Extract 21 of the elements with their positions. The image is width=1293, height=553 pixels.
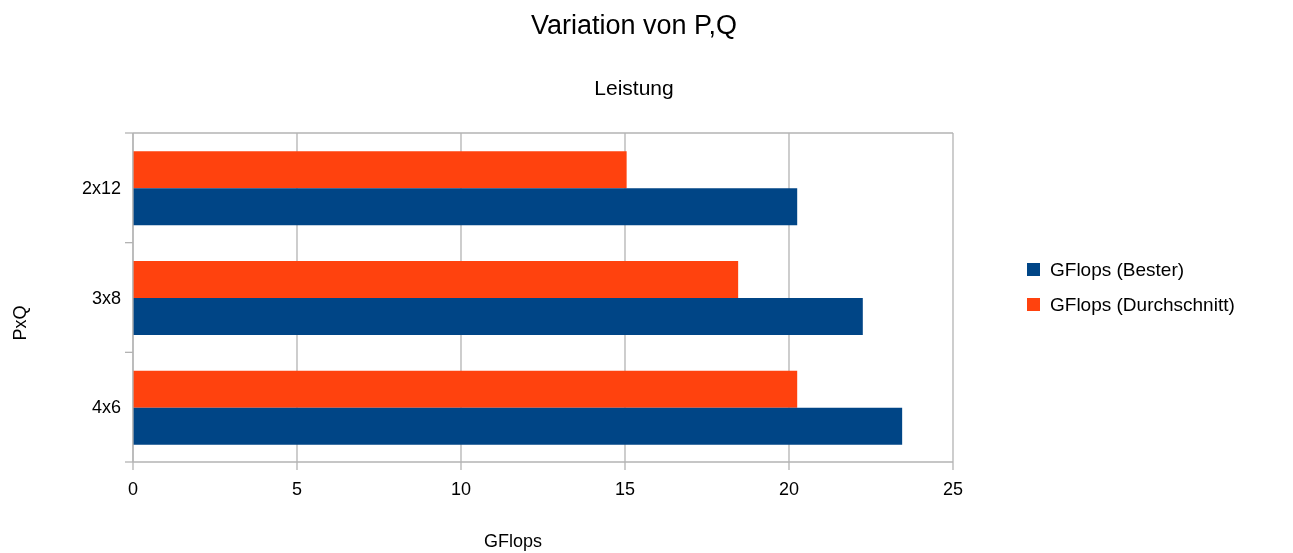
bar — [133, 407, 903, 445]
bar — [133, 151, 627, 189]
legend-label: GFlops (Durchschnitt) — [1050, 293, 1235, 315]
bar — [133, 260, 739, 298]
y-axis-title: PxQ — [10, 305, 30, 341]
y-tick-label: 3x8 — [91, 287, 121, 308]
legend-label: GFlops (Bester) — [1050, 258, 1185, 280]
chart-title: Variation von P,Q — [530, 10, 738, 40]
x-tick-label: 25 — [942, 478, 964, 499]
x-tick-label: 0 — [127, 478, 139, 499]
x-tick-label: 20 — [778, 478, 800, 499]
bar — [133, 188, 798, 226]
y-tick-label: 4x6 — [91, 397, 121, 418]
bar — [133, 370, 798, 408]
x-axis-title: GFlops — [483, 531, 543, 551]
x-tick-label: 5 — [291, 478, 303, 499]
x-tick-label: 15 — [614, 478, 636, 499]
y-tick-label: 2x12 — [81, 177, 121, 198]
chart-subtitle: Leistung — [594, 76, 674, 99]
x-tick-label: 10 — [450, 478, 472, 499]
bar — [133, 297, 863, 335]
